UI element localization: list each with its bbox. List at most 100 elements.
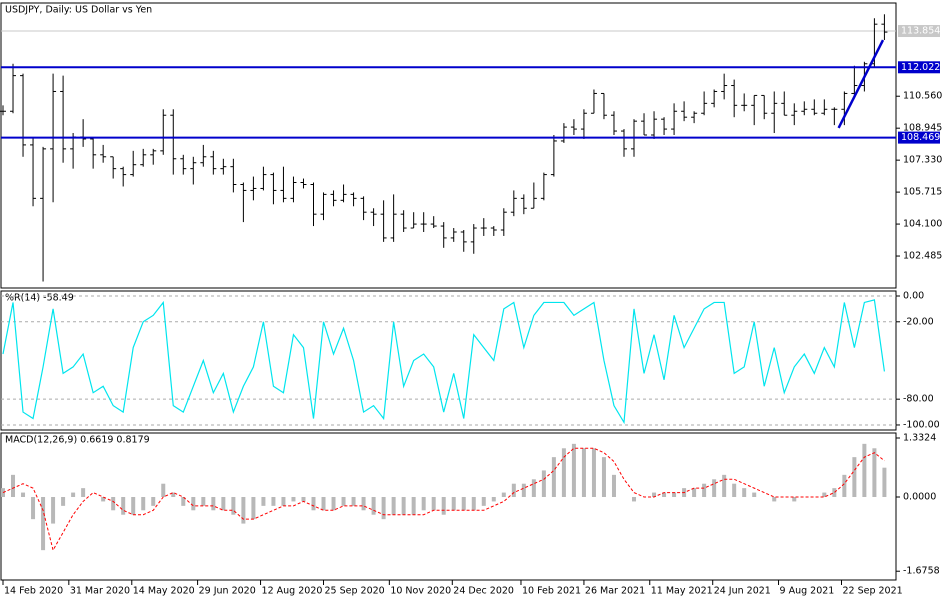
- x-tick-label: 12 Aug 2020: [262, 586, 323, 597]
- macd-bar: [61, 496, 66, 506]
- macd-bar: [281, 496, 286, 506]
- macd-bar: [732, 483, 737, 497]
- macd-bar: [591, 448, 596, 497]
- macd-bar: [111, 496, 116, 511]
- macd-bar: [381, 496, 386, 520]
- macd-bar: [461, 496, 466, 511]
- macd-bar: [652, 492, 657, 497]
- macd-bar: [351, 496, 356, 506]
- macd-bar: [411, 496, 416, 515]
- macd-bar: [551, 457, 556, 497]
- macd-bar: [561, 448, 566, 497]
- macd-bar: [531, 479, 536, 497]
- x-tick-label: 29 Jun 2020: [199, 586, 256, 597]
- y-tick-label: 108.945: [903, 123, 942, 134]
- macd-bar: [481, 496, 486, 506]
- macd-bar: [712, 479, 717, 497]
- signal-line: [2, 447, 885, 552]
- y-tick-label: -1.6758: [903, 566, 940, 577]
- macd-bar: [261, 496, 266, 506]
- macd-bar: [371, 496, 376, 515]
- wpr-pane: [0, 290, 897, 431]
- macd-bar: [421, 496, 426, 511]
- macd-bar: [541, 470, 546, 497]
- macd-bar: [361, 496, 366, 511]
- macd-bar: [211, 496, 216, 511]
- macd-bar: [101, 496, 106, 502]
- macd-bar: [391, 496, 396, 515]
- x-tick-label: 22 Sep 2021: [842, 586, 902, 597]
- macd-bar: [231, 496, 236, 515]
- macd-bar: [692, 488, 697, 497]
- macd-bar: [321, 496, 326, 511]
- indicator-title: MACD(12,26,9) 0.6619 0.8179: [5, 435, 150, 446]
- macd-bar: [722, 474, 727, 497]
- macd-bar: [832, 488, 837, 497]
- last-price-label: 113.854: [901, 26, 940, 37]
- macd-bar: [161, 483, 166, 497]
- macd-bar: [662, 492, 667, 497]
- macd-bar: [341, 496, 346, 506]
- wpr-line: [2, 299, 886, 425]
- macd-bar: [301, 496, 306, 502]
- macd-bar: [571, 443, 576, 497]
- macd-bar: [822, 492, 827, 497]
- macd-bar: [11, 474, 16, 497]
- macd-bar: [752, 492, 757, 497]
- macd-bar: [251, 496, 256, 520]
- chart-title: USDJPY, Daily: US Dollar vs Yen: [5, 5, 152, 16]
- x-tick-label: 24 Jun 2021: [714, 586, 771, 597]
- level-label: 112.022: [901, 62, 940, 73]
- macd-bar: [601, 457, 606, 497]
- last-price-box: [898, 25, 940, 38]
- macd-bar: [41, 496, 46, 551]
- macd-bar: [171, 492, 176, 497]
- x-tick-label: 10 Nov 2020: [390, 586, 451, 597]
- macd-bar: [221, 496, 226, 511]
- macd-bar: [742, 488, 747, 497]
- y-tick-label: 0.00: [903, 291, 924, 302]
- trend-line: [837, 39, 885, 129]
- x-tick-label: 25 Sep 2020: [325, 586, 385, 597]
- level-label: 108.469: [901, 132, 940, 143]
- macd-bar: [271, 496, 276, 506]
- macd-bar: [491, 496, 496, 502]
- y-tick-label: 104.100: [903, 219, 942, 230]
- macd-bar: [291, 496, 296, 502]
- macd-bar: [611, 474, 616, 497]
- macd-bar: [151, 496, 156, 506]
- x-tick-label: 11 May 2021: [651, 586, 713, 597]
- macd-bar: [201, 496, 206, 506]
- price-pane: [0, 2, 897, 289]
- macd-bar: [702, 483, 707, 497]
- y-tick-label: 0.0000: [903, 491, 936, 502]
- x-tick-label: 31 Mar 2020: [70, 586, 130, 597]
- x-tick-label: 10 Feb 2021: [522, 586, 581, 597]
- level-label-box: [898, 131, 940, 144]
- macd-bar: [862, 443, 867, 497]
- macd-bar: [311, 496, 316, 511]
- macd-pane: [0, 432, 897, 581]
- y-tick-label: -20.00: [903, 316, 934, 327]
- y-tick-label: 110.560: [903, 91, 942, 102]
- macd-bar: [81, 488, 86, 497]
- x-tick-label: 9 Aug 2021: [780, 586, 835, 597]
- y-tick-label: 107.330: [903, 155, 942, 166]
- macd-bar: [31, 496, 36, 520]
- macd-bar: [431, 496, 436, 511]
- macd-bar: [181, 496, 186, 506]
- macd-bar: [241, 496, 246, 524]
- macd-bar: [511, 483, 516, 497]
- macd-bar: [882, 467, 887, 497]
- y-tick-label: 1.3324: [903, 432, 936, 443]
- x-tick-label: 14 Feb 2020: [4, 586, 63, 597]
- macd-bar: [792, 496, 797, 502]
- y-tick-label: 102.485: [903, 251, 942, 262]
- macd-bar: [632, 496, 637, 502]
- macd-bar: [852, 457, 857, 497]
- macd-bar: [842, 474, 847, 497]
- macd-bar: [872, 448, 877, 497]
- macd-bar: [581, 448, 586, 497]
